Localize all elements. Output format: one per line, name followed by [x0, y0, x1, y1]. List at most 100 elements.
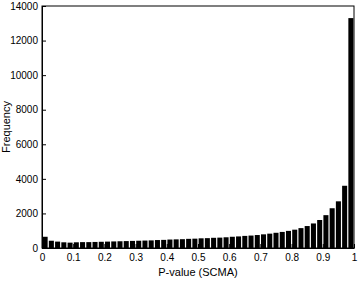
bar — [155, 240, 160, 248]
tick: 1 — [352, 244, 358, 263]
x-axis-title: P-value (SCMA) — [158, 266, 237, 278]
tick-label: 0.6 — [223, 252, 237, 263]
bar — [105, 242, 110, 248]
bar — [261, 234, 266, 248]
bars — [43, 18, 354, 248]
tick: 12000 — [10, 35, 46, 46]
tick-mark — [42, 41, 46, 42]
tick: 0.7 — [254, 244, 268, 263]
tick: 6000 — [16, 139, 46, 150]
tick-mark — [73, 244, 74, 248]
tick-label: 0 — [40, 252, 46, 263]
tick: 2000 — [16, 208, 46, 219]
tick-label: 2000 — [16, 208, 39, 219]
chart: 0 0.1 0.2 0.3 0.4 0.5 0.6 0.7 0.8 0.9 1 0 2000 4000 60… — [0, 0, 360, 281]
tick-label: 0.5 — [192, 252, 206, 263]
bar — [111, 241, 116, 248]
tick-label: 10000 — [10, 70, 38, 81]
tick-label: 1 — [352, 252, 358, 263]
tick: 10000 — [10, 70, 46, 81]
tick-mark — [42, 110, 46, 111]
tick-mark — [42, 6, 46, 7]
bar — [249, 236, 254, 248]
bar — [142, 241, 147, 248]
tick-label: 0.4 — [160, 252, 174, 263]
bar — [93, 242, 98, 248]
tick: 0.1 — [67, 244, 81, 263]
tick: 0.3 — [129, 244, 143, 263]
tick-mark — [42, 248, 46, 249]
bar — [136, 241, 141, 248]
tick: 0.9 — [316, 244, 330, 263]
y-axis-title: Frequency — [0, 101, 12, 153]
bar — [61, 242, 66, 248]
tick-mark — [42, 75, 46, 76]
tick-label: 0.1 — [67, 252, 81, 263]
bar — [280, 232, 285, 248]
tick-mark — [42, 144, 46, 145]
tick-mark — [260, 244, 261, 248]
tick-mark — [42, 213, 46, 214]
tick-mark — [42, 179, 46, 180]
tick: 0.2 — [98, 244, 112, 263]
bar — [211, 238, 216, 248]
bar — [224, 237, 229, 248]
bar — [292, 230, 297, 248]
tick: 8000 — [16, 104, 46, 115]
bar — [205, 238, 210, 248]
tick-mark — [136, 244, 137, 248]
bar — [80, 242, 85, 248]
tick-label: 12000 — [10, 35, 38, 46]
bar — [311, 223, 316, 248]
tick: 14000 — [10, 1, 46, 12]
bar — [286, 231, 291, 248]
tick-mark — [323, 244, 324, 248]
tick-mark — [104, 244, 105, 248]
bar — [49, 241, 54, 248]
bar — [192, 239, 197, 248]
bar — [217, 238, 222, 248]
tick-label: 4000 — [16, 174, 39, 185]
tick: 0 — [32, 243, 46, 254]
tick-label: 6000 — [16, 139, 39, 150]
bar — [74, 242, 79, 248]
bar — [236, 236, 241, 248]
bar — [242, 236, 247, 248]
bar — [117, 241, 122, 248]
axis-line — [42, 7, 43, 249]
bar — [230, 237, 235, 248]
tick-label: 14000 — [10, 1, 38, 12]
tick-mark — [198, 244, 199, 248]
bar — [336, 201, 341, 248]
bar — [342, 186, 347, 248]
tick-mark — [167, 244, 168, 248]
frame — [42, 6, 354, 248]
bar — [298, 228, 303, 248]
bar — [99, 242, 104, 248]
tick-mark — [292, 244, 293, 248]
tick: 0.8 — [285, 244, 299, 263]
bar — [161, 240, 166, 248]
bar — [86, 242, 91, 248]
bar — [267, 234, 272, 248]
tick-label: 0.3 — [129, 252, 143, 263]
bar — [180, 239, 185, 248]
plot: 0 0.1 0.2 0.3 0.4 0.5 0.6 0.7 0.8 0.9 1 0 2000 4000 60… — [10, 1, 358, 263]
bar — [330, 208, 335, 248]
tick: 0.6 — [223, 244, 237, 263]
tick-mark — [229, 244, 230, 248]
bar — [305, 226, 310, 248]
bar — [130, 241, 135, 248]
tick-label: 0.9 — [316, 252, 330, 263]
tick-label: 8000 — [16, 104, 39, 115]
bar — [323, 215, 328, 248]
bar — [55, 242, 60, 248]
bar — [174, 239, 179, 248]
tick-label: 0.7 — [254, 252, 268, 263]
bar — [255, 235, 260, 248]
bar — [348, 18, 353, 248]
bar — [43, 237, 48, 248]
bar — [317, 220, 322, 248]
bar — [186, 239, 191, 248]
bar — [273, 233, 278, 248]
